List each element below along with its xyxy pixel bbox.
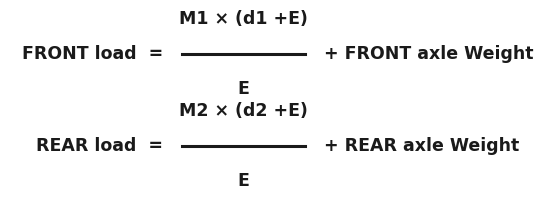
- Text: + FRONT axle Weight: + FRONT axle Weight: [318, 45, 534, 63]
- Text: + REAR axle Weight: + REAR axle Weight: [318, 137, 519, 155]
- Text: M1 × (d1 +E): M1 × (d1 +E): [179, 10, 308, 28]
- Text: REAR load  =: REAR load =: [36, 137, 163, 155]
- Text: FRONT load  =: FRONT load =: [22, 45, 163, 63]
- Text: E: E: [238, 80, 249, 98]
- Text: M2 × (d2 +E): M2 × (d2 +E): [179, 102, 308, 120]
- Text: E: E: [238, 172, 249, 190]
